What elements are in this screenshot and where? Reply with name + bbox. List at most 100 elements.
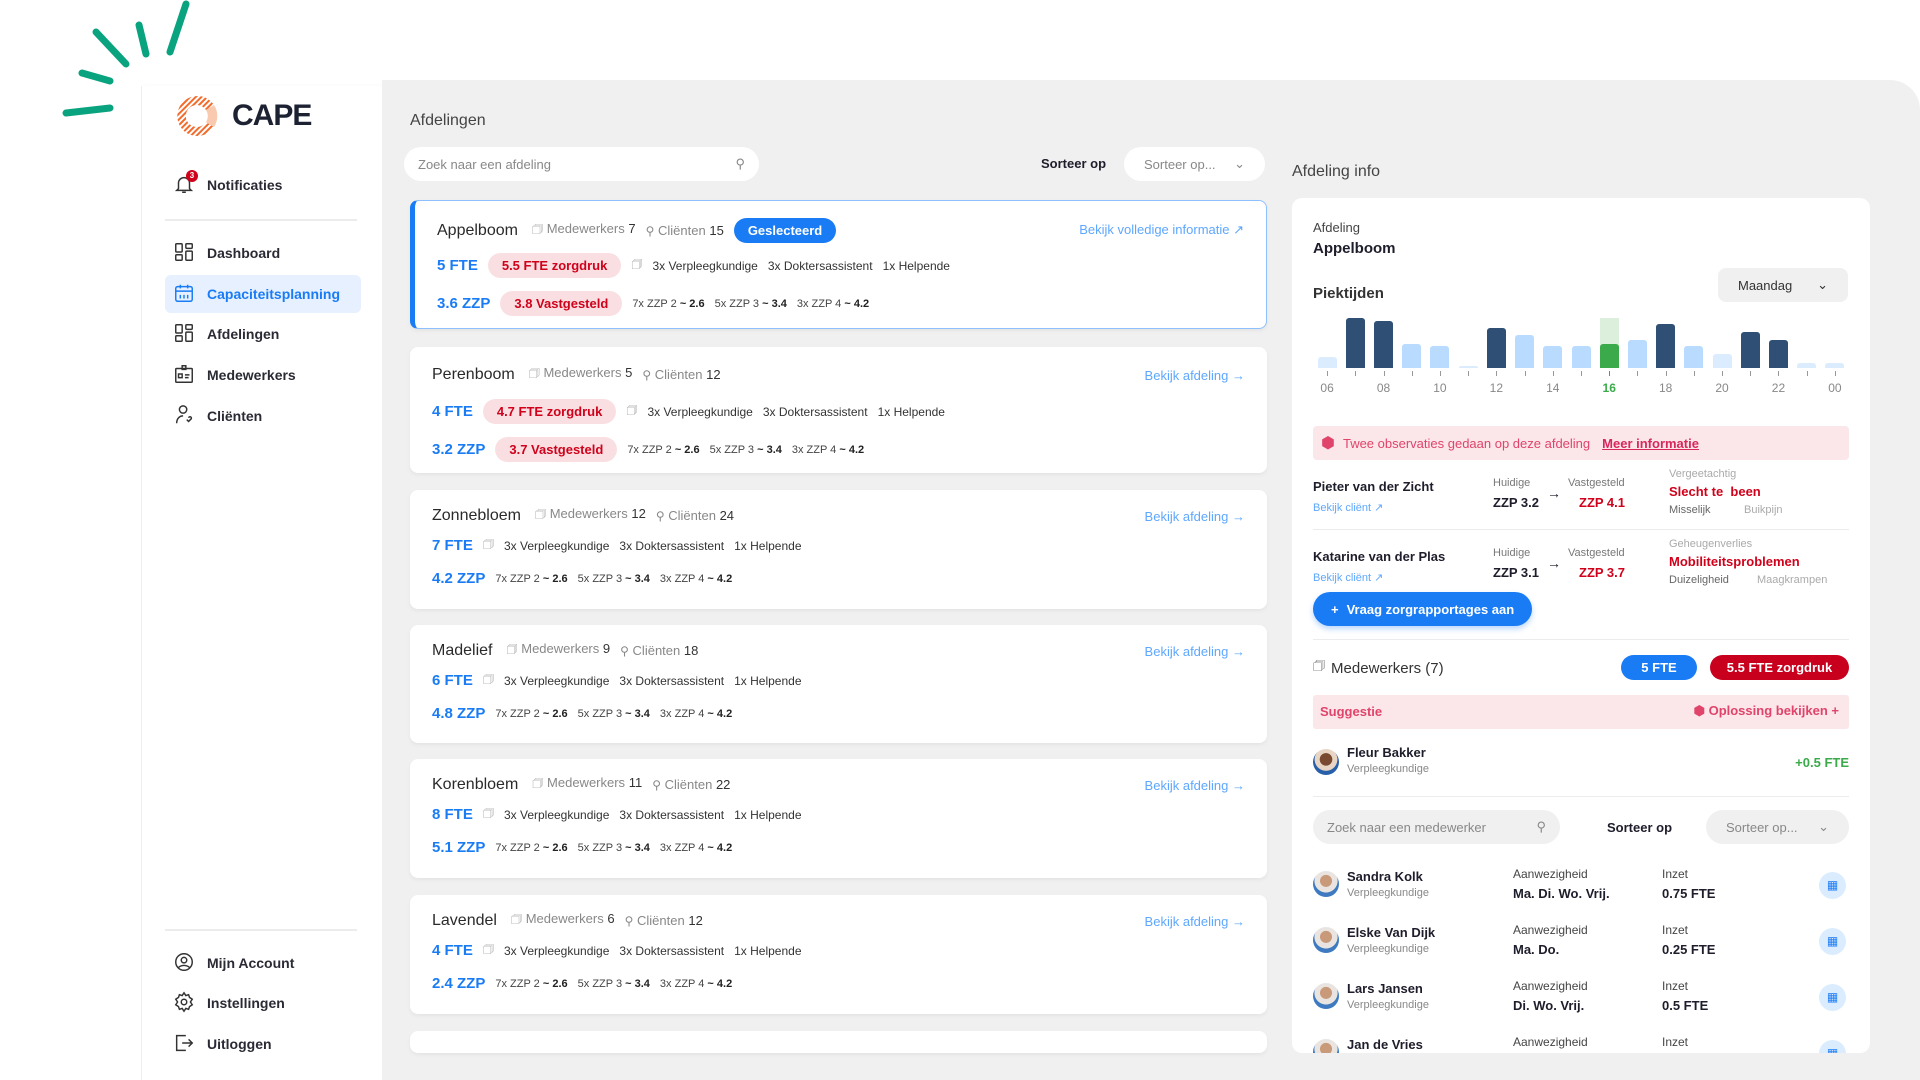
presence-label: Aanwezigheid [1513, 979, 1588, 993]
alert-text: Twee observaties gedaan op deze afdeling [1342, 435, 1591, 451]
zzp-breakdown-item: 3x ZZP 4 ~ 4.2 [659, 707, 733, 720]
sidebar-item-cli-nten[interactable]: Cliënten [165, 397, 361, 435]
department-card[interactable]: Korenbloem 🗇 Medewerkers 11 ⚲ Cliënten 2… [410, 759, 1267, 878]
bar-10[interactable] [1430, 345, 1450, 368]
employee-row[interactable]: Elske Van Dijk Verpleegkundige Aanwezigh… [1313, 921, 1849, 967]
user-icon: ⚲ [645, 224, 655, 238]
employee-row[interactable]: Jan de Vries Aanwezigheid Inzet ▦ [1313, 1033, 1849, 1053]
employee-sort-select[interactable]: Sorteer op... ⌄ [1706, 810, 1849, 844]
bar-00[interactable] [1825, 362, 1845, 368]
view-department-link[interactable]: Bekijk afdeling → [1144, 509, 1245, 524]
zzp-breakdown-item: 7x ZZP 2 ~ 2.6 [627, 443, 700, 456]
bar-20[interactable] [1712, 354, 1732, 368]
view-department-link[interactable]: Bekijk afdeling → [1144, 644, 1245, 659]
user-icon: ⚲ [624, 914, 634, 928]
tick [1637, 371, 1639, 376]
bar-12[interactable] [1486, 328, 1506, 368]
calendar-button[interactable]: ▦ [1819, 872, 1846, 899]
bar-18[interactable] [1656, 323, 1676, 368]
bar-17[interactable] [1627, 339, 1647, 368]
sidebar-item-medewerkers[interactable]: Medewerkers [165, 356, 361, 394]
employee-row[interactable]: Sandra Kolk Verpleegkundige Aanwezigheid… [1313, 865, 1849, 911]
presence-label: Aanwezigheid [1513, 1035, 1588, 1049]
bar-14[interactable] [1543, 345, 1563, 368]
sidebar-item-mijn-account[interactable]: Mijn Account [165, 944, 361, 982]
sidebar-item-dashboard[interactable]: Dashboard [165, 234, 361, 272]
divider [1313, 639, 1849, 640]
employee-row[interactable]: Lars Jansen Verpleegkundige Aanwezigheid… [1313, 977, 1849, 1023]
department-name: Lavendel [432, 911, 497, 929]
zzp-breakdown-item: 7x ZZP 2 ~ 2.6 [495, 572, 568, 585]
fte-value: 5 FTE [437, 257, 478, 274]
bar-09[interactable] [1402, 344, 1422, 368]
id-card-icon: 🗇 [482, 806, 494, 820]
bar-19[interactable] [1684, 345, 1704, 368]
observation-tag: Maagkrampen [1757, 574, 1828, 586]
client-observation-row: Pieter van der Zicht Bekijk cliënt ↗ Hui… [1313, 468, 1849, 533]
request-reports-button[interactable]: + Vraag zorgrapportages aan [1313, 592, 1533, 626]
department-card[interactable]: Perenboom 🗇 Medewerkers 5 ⚲ Cliënten 12 … [410, 347, 1267, 473]
department-name: Korenbloem [432, 775, 519, 793]
fte-value: 7 FTE [432, 537, 473, 554]
sidebar-item-uitloggen[interactable]: Uitloggen [165, 1025, 361, 1063]
avatar [1313, 927, 1339, 953]
sidebar-item-capaciteitsplanning[interactable]: Capaciteitsplanning [165, 275, 361, 313]
tick [1693, 371, 1695, 376]
sort-select[interactable]: Sorteer op... ⌄ [1124, 147, 1265, 181]
bar-22[interactable] [1768, 339, 1788, 368]
department-card[interactable]: Lavendel 🗇 Medewerkers 6 ⚲ Cliënten 12 B… [410, 895, 1267, 1014]
view-department-link[interactable]: Bekijk afdeling → [1144, 778, 1245, 793]
bar-06[interactable] [1317, 356, 1337, 368]
suggestion-bar: Suggestie ⬢ Oplossing bekijken + [1313, 695, 1849, 729]
cape-logo[interactable]: CAPE [172, 91, 312, 141]
zorgdruk-pill: 5.5 FTE zorgdruk [487, 253, 622, 278]
employee-search-input[interactable]: Zoek naar een medewerker ⚲ [1313, 810, 1560, 844]
view-full-info-link[interactable]: Bekijk volledige informatie ↗ [1079, 222, 1244, 237]
bar-08[interactable] [1374, 320, 1394, 368]
clienten-count: ⚲ Cliënten 15 [645, 223, 724, 238]
department-card-clipped[interactable] [410, 1031, 1267, 1053]
view-department-link[interactable]: Bekijk afdeling → [1144, 914, 1245, 929]
calendar-button[interactable]: ▦ [1819, 1040, 1846, 1053]
gear-icon [173, 991, 195, 1016]
bar-23[interactable] [1797, 362, 1817, 368]
sidebar-item-notificaties[interactable]: 3 Notificaties [165, 166, 361, 204]
calendar-icon: ▦ [1826, 934, 1839, 948]
calendar-button[interactable]: ▦ [1819, 928, 1846, 955]
zzp-breakdown-item: 3x ZZP 4 ~ 4.2 [659, 572, 733, 585]
alert-hexagon-icon: ⬢ [1321, 435, 1335, 452]
bar-15[interactable] [1571, 345, 1591, 368]
department-search-input[interactable]: Zoek naar een afdeling ⚲ [404, 147, 759, 181]
sidebar: CAPE 3 Notificaties Dashboard Capaciteits… [141, 86, 382, 1080]
role-count: 1x Helpende [734, 673, 802, 688]
sidebar-item-instellingen[interactable]: Instellingen [165, 984, 361, 1022]
view-client-link[interactable]: Bekijk cliënt ↗ [1313, 572, 1384, 584]
view-client-link[interactable]: Bekijk cliënt ↗ [1313, 502, 1384, 514]
meer-informatie-link[interactable]: Meer informatie [1602, 435, 1699, 451]
calendar-button[interactable]: ▦ [1819, 984, 1846, 1011]
observation-tag: Misselijk [1669, 504, 1711, 516]
bar-11[interactable] [1458, 365, 1478, 368]
role-count: 1x Helpende [734, 807, 802, 822]
bar-13[interactable] [1515, 334, 1535, 368]
suggested-employee[interactable]: Fleur Bakker Verpleegkundige +0.5 FTE [1313, 743, 1849, 789]
sidebar-item-afdelingen[interactable]: Afdelingen [165, 315, 361, 353]
zzp-breakdown-item: 7x ZZP 2 ~ 2.6 [632, 297, 705, 310]
zzp-breakdown-item: 5x ZZP 3 ~ 3.4 [577, 841, 650, 854]
sidebar-item-label: Cliënten [207, 408, 263, 424]
bar-21[interactable] [1740, 332, 1760, 368]
divider [165, 219, 357, 221]
view-department-link[interactable]: Bekijk afdeling → [1144, 368, 1245, 383]
day-select[interactable]: Maandag ⌄ [1718, 268, 1848, 302]
department-card[interactable]: Zonnebloem 🗇 Medewerkers 12 ⚲ Cliënten 2… [410, 490, 1267, 609]
inzet-value: 0.75 FTE [1662, 886, 1716, 901]
department-card[interactable]: Madelief 🗇 Medewerkers 9 ⚲ Cliënten 18 B… [410, 625, 1267, 743]
search-placeholder: Zoek naar een afdeling [418, 156, 551, 172]
bar-16[interactable] [1599, 344, 1619, 368]
department-card[interactable]: Appelboom 🗇 Medewerkers 7 ⚲ Cliënten 15 … [410, 200, 1267, 329]
bar-07[interactable] [1345, 318, 1365, 368]
observation-tag: Duizeligheid [1669, 574, 1729, 586]
medewerkers-title: Medewerkers (7) [1331, 659, 1444, 677]
oplossing-bekijken-link[interactable]: ⬢ Oplossing bekijken + [1693, 703, 1839, 718]
tick [1806, 371, 1808, 376]
